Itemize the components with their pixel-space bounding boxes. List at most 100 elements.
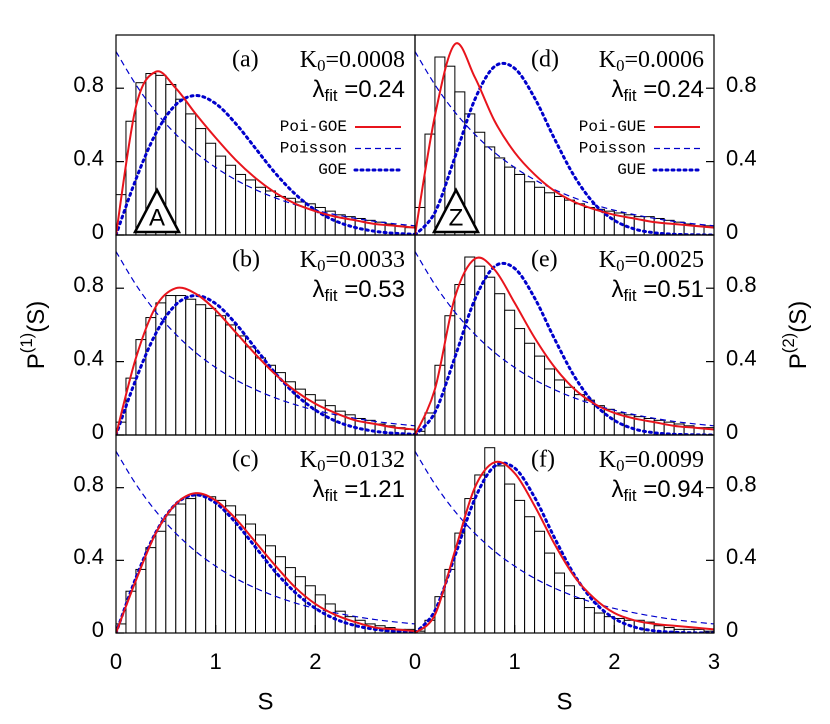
histogram-bar [225,164,237,235]
histogram-bar [205,307,217,435]
y-tick-label: 0 [726,219,738,244]
text-part: 0 [317,456,325,475]
text-part: =0.53 [338,276,405,303]
lambda-annotation: λfit =0.51 [612,276,704,305]
histogram-bar [175,295,187,435]
y-tick-label: 0 [92,219,104,244]
histogram-bar [583,399,595,435]
histogram-bar [265,364,276,435]
text-part: fit [624,286,637,305]
y-tick-label: 0.4 [726,345,757,370]
k-annotation: K0=0.0006 [599,47,704,75]
text-part: =0.0099 [624,447,704,473]
legend-label: Poisson [579,140,646,158]
histogram-bar [484,276,496,435]
y-tick-label: 0.8 [726,72,757,97]
text-part: =0.24 [637,76,704,103]
histogram-bar [544,552,556,633]
text-part: K [599,47,617,73]
panel-label: (e) [531,247,558,273]
panel [415,42,714,235]
y-tick-label: 0.8 [73,272,104,297]
histogram-bar [205,142,217,235]
histogram-bar [583,206,595,235]
curve [415,256,714,435]
panel-label: (f) [531,447,555,473]
text-part: fit [624,86,637,105]
curve [116,451,415,625]
text-part: P [23,353,50,369]
curve [415,460,714,633]
panel-label: (b) [232,247,260,273]
text-part: =1.21 [338,476,405,503]
histogram-bar [165,295,177,435]
curve [415,261,714,435]
lambda-annotation: λfit =0.24 [612,76,704,105]
x-tick-label: 3 [708,649,720,674]
histogram-bar [534,530,546,633]
text-part: λ [612,276,624,303]
x-tick-label: 0 [409,649,421,674]
panel-label: (a) [232,47,259,73]
histogram-bar [304,585,316,633]
text-part: K [599,247,617,273]
curve [116,251,415,427]
histogram-bar [554,195,565,235]
histogram-bar [195,128,207,235]
histogram-bar [524,342,536,435]
y-tick-label: 0.4 [726,544,757,569]
text-part: (2) [779,333,798,354]
lambda-annotation: λfit =0.53 [313,276,405,305]
histogram-bar [255,186,267,235]
histogram-bar [195,304,207,435]
k-annotation: K0=0.0025 [599,247,704,275]
histogram-bar [225,505,237,633]
y-axis-label: P(1)(S) [17,301,50,370]
histogram-bar [544,192,556,235]
histogram-bar [593,612,605,633]
curve [415,461,714,633]
k-annotation: K0=0.0099 [599,447,704,475]
histogram-bar [534,355,546,435]
marker-letter: A [149,204,165,231]
marker-triangle [132,187,182,234]
histogram-bar [474,131,486,235]
text-part: fit [325,86,338,105]
text-part: 0 [616,256,624,275]
k-annotation: K0=0.0008 [300,47,405,75]
legend-label: GUE [617,161,646,179]
histogram-bar [573,203,585,235]
histogram-bar [534,186,546,235]
histogram-bar [245,179,257,235]
y-tick-label: 0 [726,617,738,642]
text-part: fit [624,486,637,505]
y-tick-label: 0.4 [73,544,104,569]
histogram-bar [494,465,506,633]
histogram-bar [573,597,585,633]
histogram-bar [454,284,466,435]
text-part: P [785,353,812,369]
y-tick-label: 0.8 [73,72,104,97]
curve [116,294,415,435]
x-tick-label: 2 [309,649,321,674]
histogram-bar [544,368,556,435]
panel [116,51,415,235]
histogram-bar [215,315,227,435]
y-tick-label: 0.4 [726,145,757,170]
text-part: =0.0006 [624,47,704,73]
histogram-bar [474,265,486,435]
legend-label: Poisson [280,140,347,158]
text-part: (1) [17,333,36,354]
y-tick-label: 0.8 [726,471,757,496]
text-part: =0.0008 [325,47,405,73]
x-tick-label: 0 [110,649,122,674]
histogram-bar [504,166,516,235]
y-tick-label: 0.4 [73,345,104,370]
histogram-bar [155,530,167,633]
histogram-bar [294,576,306,633]
text-part: λ [313,476,325,503]
histogram-bar [235,335,247,435]
panel-frame [414,434,715,634]
curve [415,42,714,235]
